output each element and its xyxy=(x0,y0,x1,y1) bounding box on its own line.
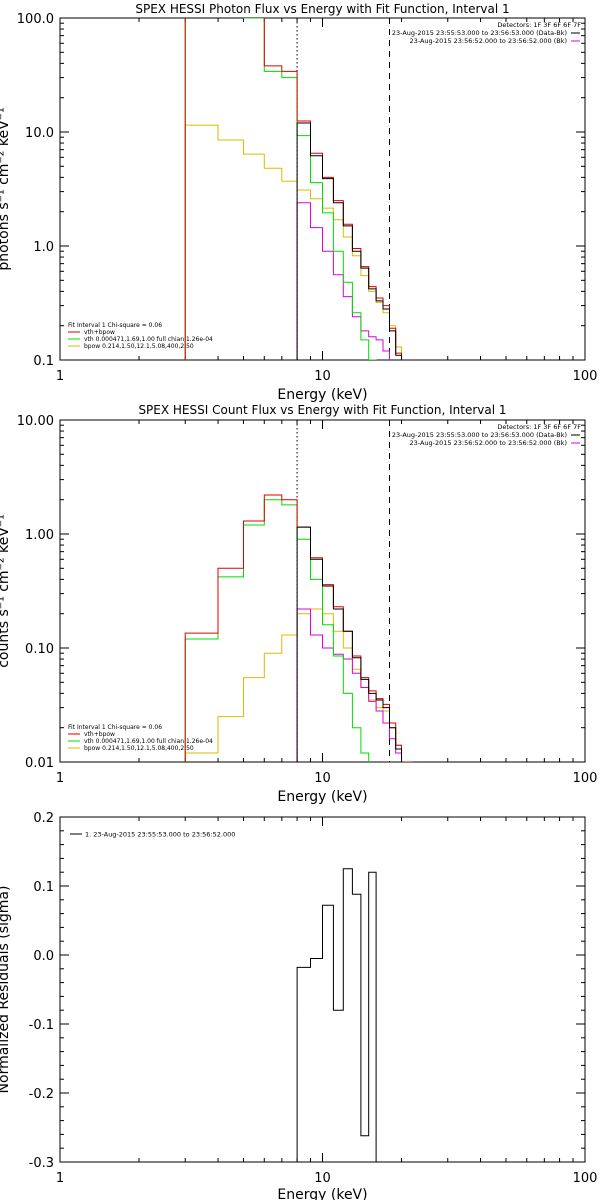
series-0 xyxy=(184,494,413,762)
series-group xyxy=(184,494,413,762)
y-tick-label: 0.01 xyxy=(25,756,54,771)
fit-item-label: bpow 0.214,1.50,12.1,5.08,400,2.50 xyxy=(84,343,194,350)
fit-item-label: vth 0.000471,1.69,1.00 full chian 1.26e-… xyxy=(84,336,213,343)
y-axis-label: photons s⁻¹ cm⁻² keV⁻¹ xyxy=(0,107,12,270)
legend-bottom-left: Fit Interval 1 Chi-square = 0.06vth+bpow… xyxy=(68,724,213,752)
x-axis-label: Energy (keV) xyxy=(277,789,367,805)
legend-bottom-left: Fit Interval 1 Chi-square = 0.06vth+bpow… xyxy=(68,322,213,350)
series-2 xyxy=(184,18,377,360)
bkg-interval-label: 23-Aug-2015 23:56:52.000 to 23:56:52.000… xyxy=(410,439,567,447)
x-axis-ticks xyxy=(59,817,586,1162)
chart-title: SPEX HESSI Count Flux vs Energy with Fit… xyxy=(138,403,506,417)
detectors-label: Detectors: 1F 3F 6F 6F 7F xyxy=(497,21,581,29)
x-tick-label: 1 xyxy=(56,369,64,384)
fit-item-label: bpow 0.214,1.50,12.1,5.08,400,2.50 xyxy=(84,745,194,752)
y-tick-label: -0.3 xyxy=(29,1156,54,1171)
y-tick-label: 1.00 xyxy=(25,528,54,543)
y-tick-label: 1.0 xyxy=(33,240,54,255)
x-axis-ticks xyxy=(59,420,586,762)
x-tick-label: 100 xyxy=(573,771,598,786)
y-tick-label: 10.0 xyxy=(25,126,54,141)
series-group xyxy=(296,868,377,1162)
y-axis-ticks xyxy=(60,22,585,361)
y-tick-label: 0.1 xyxy=(33,354,54,369)
y-axis-label: Normalized Residuals (sigma) xyxy=(0,886,12,1094)
x-tick-label: 1 xyxy=(56,1171,64,1186)
residual-legend-label: 1. 23-Aug-2015 23:55:53.000 to 23:56:52.… xyxy=(85,831,235,839)
x-axis-label: Energy (keV) xyxy=(277,1187,367,1200)
fit-chi-label: Fit Interval 1 Chi-square = 0.06 xyxy=(68,724,162,731)
x-tick-label: 10 xyxy=(314,1171,331,1186)
detectors-label: Detectors: 1F 3F 6F 6F 7F xyxy=(497,423,581,431)
fit-item-label: vth 0.000471,1.69,1.00 full chian 1.26e-… xyxy=(84,738,213,745)
series-1 xyxy=(296,526,402,762)
x-tick-label: 100 xyxy=(573,1171,598,1186)
x-tick-label: 10 xyxy=(314,369,331,384)
data-interval-label: 23-Aug-2015 23:55:53.000 to 23:56:53.000… xyxy=(392,431,567,439)
y-tick-label: 0.1 xyxy=(33,880,54,895)
series-4 xyxy=(296,608,402,762)
fit-item-label: vth+bpow xyxy=(84,731,115,738)
series-1 xyxy=(296,122,402,360)
y-tick-label: 0.10 xyxy=(25,642,54,657)
y-tick-label: 0.0 xyxy=(33,949,54,964)
series-0 xyxy=(296,868,377,1162)
series-0 xyxy=(184,18,402,360)
chart-panel-1: SPEX HESSI Photon Flux vs Energy with Fi… xyxy=(0,2,598,403)
fit-item-label: vth+bpow xyxy=(84,329,115,336)
plot-frame xyxy=(59,816,586,1163)
chart-title: SPEX HESSI Photon Flux vs Energy with Fi… xyxy=(135,2,509,16)
series-3 xyxy=(184,124,402,360)
series-group xyxy=(184,18,402,360)
chart-panel-2: SPEX HESSI Count Flux vs Energy with Fit… xyxy=(0,403,598,805)
x-tick-label: 10 xyxy=(314,771,331,786)
series-4 xyxy=(296,202,390,360)
bkg-interval-label: 23-Aug-2015 23:56:52.000 to 23:56:52.000… xyxy=(410,37,567,45)
residual-legend: 1. 23-Aug-2015 23:55:53.000 to 23:56:52.… xyxy=(70,831,235,839)
y-axis-label: counts s⁻¹ cm⁻² keV⁻¹ xyxy=(0,514,12,668)
x-axis-label: Energy (keV) xyxy=(277,387,367,403)
y-axis-ticks xyxy=(60,816,585,1163)
y-tick-label: 10.00 xyxy=(17,414,54,429)
y-tick-label: 0.2 xyxy=(33,811,54,826)
x-tick-label: 1 xyxy=(56,771,64,786)
chart-panel-3: 1 10 100 -0.3 -0.2 -0.1 0.0 0.1 0.2 Energy (keV) N… xyxy=(0,811,597,1200)
x-tick-label: 100 xyxy=(573,369,598,384)
data-interval-label: 23-Aug-2015 23:55:53.000 to 23:56:53.000… xyxy=(392,29,567,37)
y-axis-ticks xyxy=(60,424,585,763)
y-tick-label: -0.2 xyxy=(29,1087,54,1102)
y-tick-label: 100.0 xyxy=(17,12,54,27)
y-tick-label: -0.1 xyxy=(29,1018,54,1033)
fit-chi-label: Fit Interval 1 Chi-square = 0.06 xyxy=(68,322,162,329)
